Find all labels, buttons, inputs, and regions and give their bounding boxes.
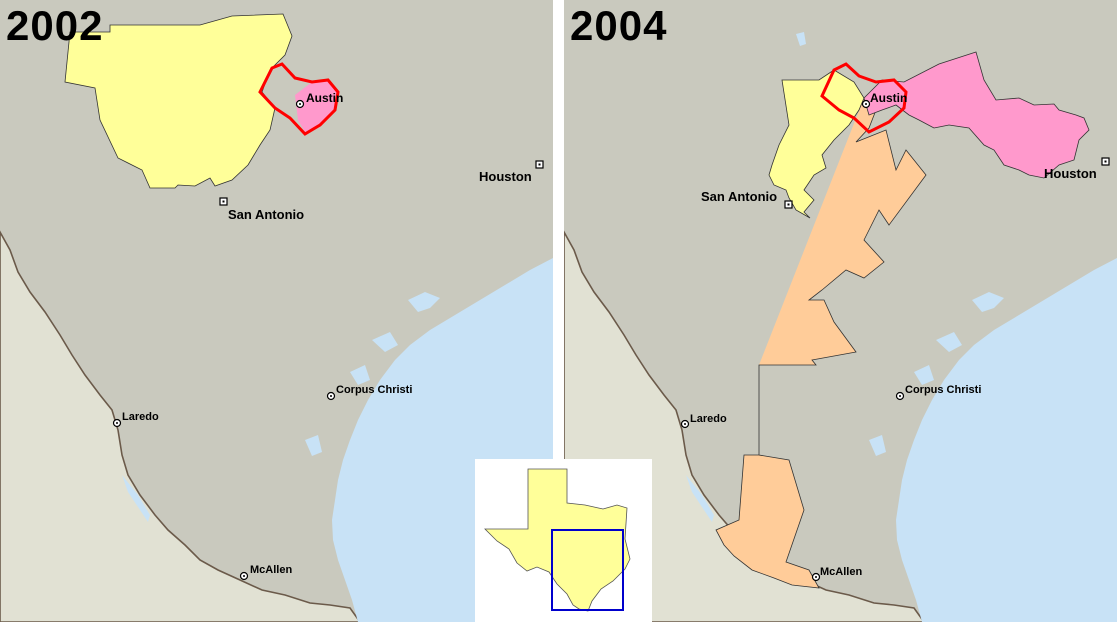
label-austin: Austin [870, 91, 907, 105]
city-mcallen: McAllen [811, 566, 862, 582]
city-austin: Austin [861, 91, 907, 109]
district-outline [258, 62, 340, 136]
city-houston: Houston [479, 160, 544, 184]
district-pink [295, 80, 338, 132]
panel-divider [553, 0, 564, 622]
label-laredo: Laredo [122, 411, 159, 423]
city-austin: Austin [295, 91, 343, 109]
map-2004-svg: Austin Houston San Antonio Corpus Christ… [564, 0, 1117, 622]
label-corpus-christi: Corpus Christi [336, 384, 412, 396]
label-mcallen: McAllen [250, 564, 292, 576]
city-laredo: Laredo [680, 413, 727, 429]
city-houston: Houston [1044, 157, 1110, 181]
texas-shape-icon [484, 468, 631, 612]
label-corpus-christi: Corpus Christi [905, 384, 981, 396]
district-pink [863, 51, 1090, 179]
city-laredo: Laredo [112, 411, 159, 428]
year-label-2004: 2004 [570, 2, 668, 49]
label-san-antonio: San Antonio [701, 189, 777, 204]
city-san-antonio: San Antonio [701, 189, 793, 209]
city-mcallen: McAllen [239, 564, 292, 581]
district-yellow [768, 69, 865, 219]
label-austin: Austin [306, 91, 343, 105]
year-label-2002: 2002 [6, 2, 104, 49]
map-2002-panel: Austin Houston San Antonio Corpus Christ… [0, 0, 553, 622]
city-san-antonio: San Antonio [219, 197, 304, 222]
label-mcallen: McAllen [820, 566, 862, 578]
city-corpus-christi: Corpus Christi [895, 384, 981, 401]
mexico-region [564, 230, 925, 622]
mexico-region [0, 230, 361, 622]
label-houston: Houston [479, 169, 532, 184]
label-san-antonio: San Antonio [228, 207, 304, 222]
region-box-icon [551, 529, 624, 611]
district-orange [715, 97, 927, 589]
gulf-water [896, 258, 1117, 622]
label-laredo: Laredo [690, 413, 727, 425]
texas-state-shape [484, 468, 631, 612]
district-outline [820, 62, 908, 134]
city-corpus-christi: Corpus Christi [326, 384, 412, 401]
map-2004-panel: Austin Houston San Antonio Corpus Christ… [564, 0, 1117, 622]
map-2002-svg: Austin Houston San Antonio Corpus Christ… [0, 0, 553, 622]
label-houston: Houston [1044, 166, 1097, 181]
inset-locator-map [475, 459, 652, 622]
district-yellow [64, 13, 293, 189]
